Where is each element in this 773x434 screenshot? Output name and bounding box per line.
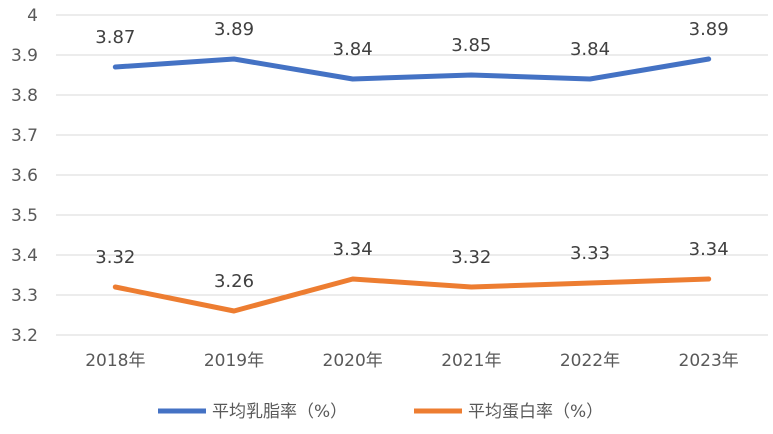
series-line-1	[112, 276, 712, 314]
x-tick-label: 2022年	[560, 351, 620, 371]
data-label: 3.32	[95, 247, 135, 268]
data-label: 3.84	[333, 39, 373, 60]
legend: 平均乳脂率（%） 平均蛋白率（%）	[158, 402, 603, 422]
x-tick-label: 2018年	[85, 351, 145, 371]
series-lines	[112, 56, 712, 314]
y-tick-label: 3.7	[11, 126, 38, 146]
x-tick-label: 2020年	[323, 351, 383, 371]
y-tick-label: 3.9	[11, 46, 38, 66]
y-tick-label: 3.4	[11, 246, 38, 266]
data-label: 3.32	[451, 247, 491, 268]
y-tick-label: 3.2	[11, 326, 38, 346]
data-label: 3.87	[95, 27, 135, 48]
legend-label-1: 平均蛋白率（%）	[468, 402, 603, 422]
y-tick-label: 3.5	[11, 206, 38, 226]
y-tick-label: 3.6	[11, 166, 38, 186]
series-line-0	[112, 56, 712, 82]
data-label: 3.85	[451, 35, 491, 56]
data-label: 3.26	[214, 271, 254, 292]
gridlines	[56, 14, 768, 336]
data-label: 3.89	[214, 19, 254, 40]
data-label: 3.33	[570, 243, 610, 264]
x-tick-label: 2021年	[441, 351, 501, 371]
y-tick-label: 3.8	[11, 86, 38, 106]
data-label: 3.34	[689, 239, 729, 260]
data-label: 3.89	[689, 19, 729, 40]
legend-label-0: 平均乳脂率（%）	[212, 402, 347, 422]
y-axis: 3.2 3.3 3.4 3.5 3.6 3.7 3.8 3.9 4	[11, 6, 38, 346]
x-axis: 2018年 2019年 2020年 2021年 2022年 2023年	[85, 351, 739, 371]
data-label: 3.34	[333, 239, 373, 260]
y-tick-label: 3.3	[11, 286, 38, 306]
data-labels: 3.87 3.89 3.84 3.85 3.84 3.89 3.32 3.26 3.34 3.32…	[95, 19, 728, 292]
y-tick-label: 4	[27, 6, 38, 26]
x-tick-label: 2023年	[679, 351, 739, 371]
data-label: 3.84	[570, 39, 610, 60]
x-tick-label: 2019年	[204, 351, 264, 371]
